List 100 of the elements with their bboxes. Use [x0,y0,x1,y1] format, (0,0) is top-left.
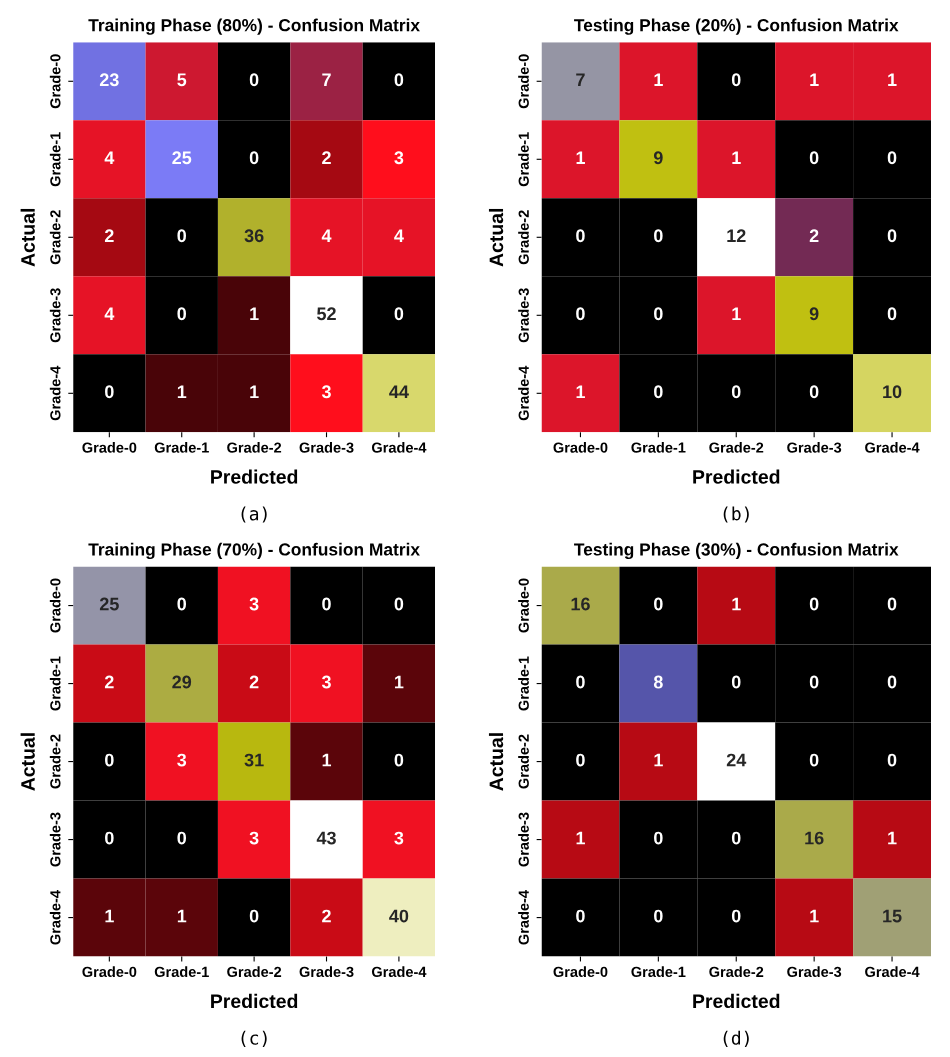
data-label: 0 [887,675,897,689]
y-tick-label: Grade-1 [49,132,61,187]
y-tick-label: Grade-1 [518,132,529,187]
data-label: 5 [177,73,187,87]
data-label: 1 [654,753,663,767]
data-label: 0 [394,73,404,87]
x-tick-label: Grade-4 [865,442,920,453]
data-label: 16 [805,831,824,845]
data-label: 8 [653,675,663,689]
data-label: 0 [654,229,663,243]
data-label: 4 [321,229,332,242]
x-tick-label: Grade-3 [787,442,842,453]
data-label: 0 [731,385,741,399]
data-label: 1 [810,909,819,923]
data-label: 2 [322,909,331,923]
data-label: 7 [322,73,331,86]
y-tick-label: Grade-2 [518,210,529,265]
x-tick-label: Grade-0 [82,442,137,453]
data-label: 1 [576,151,585,164]
data-label: 0 [731,831,741,845]
data-label: 3 [321,385,331,399]
data-label: 0 [731,909,741,923]
x-tick-label: Grade-3 [299,966,354,978]
data-label: 0 [654,831,663,845]
chart-title: Testing Phase (20%) - Confusion Matrix [574,18,899,35]
chart-title: Testing Phase (30%) - Confusion Matrix [574,542,899,560]
data-label: 0 [809,151,819,165]
data-label: 0 [809,675,819,689]
text: (c) [241,1030,267,1047]
data-label: 31 [244,753,264,767]
y-tick-label: Grade-2 [49,210,61,265]
x-tick-label: Grade-0 [553,442,608,453]
data-label: 0 [576,753,585,767]
data-label: 0 [576,229,585,243]
data-label: 0 [654,597,663,611]
data-label: 3 [321,675,331,689]
data-label: 0 [177,307,187,321]
data-label: 0 [887,151,897,165]
data-label: 43 [316,831,336,845]
data-label: 16 [571,597,590,611]
x-tick-label: Grade-2 [227,966,282,978]
x-tick-label: Grade-0 [82,966,137,978]
x-tick-label: Grade-4 [371,442,427,453]
data-label: 1 [576,385,585,398]
data-label: 2 [104,229,114,242]
data-label: 1 [250,307,259,320]
data-label: 1 [395,675,404,689]
y-axis-title: Actual [20,733,35,791]
data-label: 1 [177,385,187,398]
x-tick-label: Grade-1 [631,966,686,978]
data-label: 4 [104,307,115,320]
data-label: 0 [654,385,663,399]
data-label: 15 [883,909,902,923]
data-label: 1 [250,385,259,398]
data-label: 4 [104,151,115,164]
x-axis-title: Predicted [211,993,298,1009]
data-label: 0 [809,385,819,399]
data-label: 1 [576,831,585,845]
y-tick-label: Grade-1 [49,656,61,711]
x-axis-title: Predicted [693,993,780,1009]
data-label: 0 [731,675,741,689]
data-label: 0 [105,385,114,399]
data-label: 1 [654,73,663,86]
data-label: 3 [177,753,187,767]
y-axis-title: Actual [488,208,504,267]
data-label: 0 [177,831,187,845]
data-label: 0 [576,909,585,923]
data-label: 25 [172,151,192,165]
data-label: 0 [249,909,259,923]
data-label: 10 [883,385,902,399]
text: (d) [723,1030,749,1047]
data-label: 3 [249,831,259,845]
x-tick-label: Grade-1 [631,442,686,453]
y-tick-label: Grade-3 [518,288,529,343]
data-label: 0 [249,73,259,87]
data-label: 36 [244,229,264,243]
data-label: 0 [887,229,897,243]
x-axis-title: Predicted [693,469,780,484]
data-label: 0 [576,307,585,321]
data-label: 12 [727,229,746,242]
data-label: 9 [653,151,663,165]
data-label: 44 [389,385,409,398]
data-label: 0 [809,597,819,611]
data-label: 1 [732,151,741,164]
data-label: 1 [888,831,897,845]
y-tick-label: Grade-3 [49,288,61,343]
x-axis-title: Predicted [211,469,298,484]
data-label: 0 [887,753,897,767]
data-label: 0 [177,229,187,243]
y-tick-label: Grade-0 [49,54,61,109]
data-label: 29 [172,675,192,689]
data-label: 0 [322,597,331,611]
x-tick-label: Grade-0 [553,966,608,978]
data-label: 1 [732,307,741,320]
data-label: 0 [394,307,404,321]
data-label: 3 [249,597,259,611]
x-tick-label: Grade-4 [865,966,920,978]
data-label: 3 [394,831,404,845]
x-tick-label: Grade-2 [709,442,764,453]
data-label: 0 [394,597,404,611]
